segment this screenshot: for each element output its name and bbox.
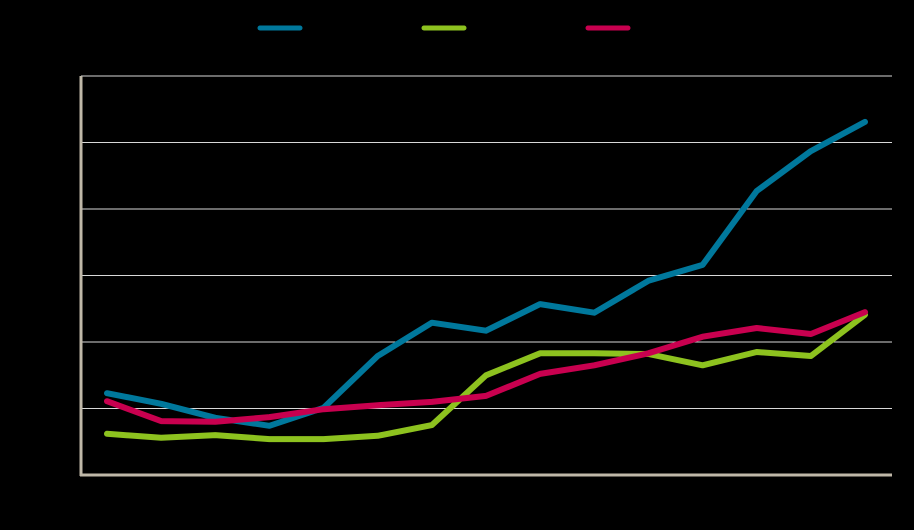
data-line [104, 311, 868, 443]
data-line [104, 309, 868, 425]
